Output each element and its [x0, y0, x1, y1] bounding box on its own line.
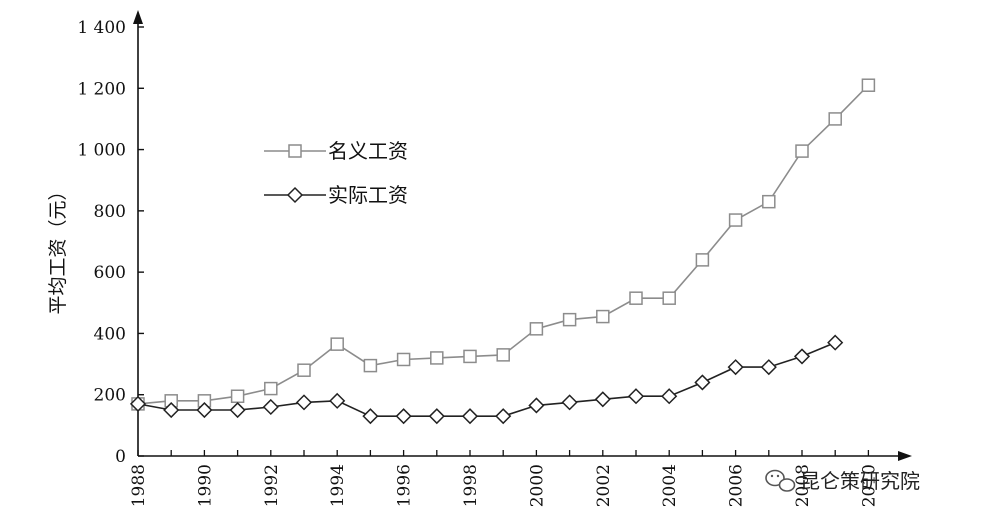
data-point	[795, 144, 809, 158]
y-axis-arrow	[133, 10, 143, 24]
data-point	[728, 213, 743, 227]
x-tick-label: 2008	[793, 464, 813, 507]
y-tick-label: 400	[94, 324, 126, 344]
data-point	[727, 359, 744, 376]
data-point	[793, 348, 811, 365]
legend-entry-real: 实际工资	[264, 183, 408, 207]
data-point	[529, 322, 544, 336]
watermark: 昆仑策研究院	[765, 469, 920, 493]
series-line	[137, 341, 836, 418]
data-point	[395, 408, 412, 425]
data-point	[430, 351, 444, 365]
data-point	[295, 394, 313, 411]
legend: 名义工资 实际工资	[264, 139, 408, 207]
data-point	[362, 408, 379, 425]
data-point	[396, 352, 411, 367]
x-tick-label: 2010	[859, 464, 879, 507]
data-point	[428, 408, 445, 425]
wechat-icon	[765, 469, 796, 492]
legend-entry-nominal: 名义工资	[264, 139, 408, 163]
data-point	[461, 408, 479, 425]
data-point	[828, 112, 842, 126]
data-point	[329, 392, 346, 409]
data-point	[695, 253, 710, 267]
legend-marker-nominal	[288, 144, 302, 158]
data-point	[528, 397, 545, 414]
x-tick-label: 2004	[660, 464, 680, 507]
data-point	[827, 334, 844, 351]
y-tick-label: 800	[94, 202, 126, 222]
data-point	[561, 394, 578, 411]
data-point	[496, 348, 510, 362]
data-point	[596, 309, 610, 324]
legend-marker-real	[286, 186, 304, 204]
y-tick-label: 600	[94, 263, 126, 283]
data-point	[297, 363, 311, 377]
data-point	[762, 194, 776, 209]
x-axis-arrow	[898, 451, 912, 461]
data-point	[129, 395, 147, 412]
x-tick-label: 1988	[129, 464, 149, 507]
y-tick-labels: 0 200 400 600 800 1 000 1 200 1 400	[77, 18, 126, 467]
x-tick-label: 1990	[195, 464, 215, 507]
x-tick-label: 2002	[594, 464, 614, 507]
data-point	[196, 401, 213, 419]
x-tick-label: 1992	[262, 464, 282, 507]
x-tick-label: 1998	[461, 464, 481, 507]
data-point	[330, 337, 344, 351]
x-tick-label: 1996	[395, 464, 415, 507]
data-point	[627, 388, 645, 405]
y-tick-label: 1 200	[77, 79, 126, 99]
x-tick-label: 1994	[328, 464, 348, 507]
x-tick-label: 2006	[727, 464, 747, 507]
y-tick-label: 1 400	[77, 18, 126, 38]
data-point	[594, 391, 611, 408]
data-point	[163, 401, 180, 419]
data-point	[694, 374, 711, 391]
data-point	[661, 388, 678, 405]
y-tick-label: 200	[94, 386, 126, 406]
series-lines	[129, 78, 876, 425]
data-point	[629, 291, 643, 305]
data-point	[760, 359, 777, 376]
data-point	[230, 389, 245, 403]
x-tick-label: 2000	[527, 464, 547, 507]
data-point	[264, 381, 278, 396]
data-point	[662, 291, 676, 305]
data-point	[463, 349, 477, 364]
data-point	[562, 312, 577, 327]
y-tick-label: 1 000	[77, 141, 126, 161]
data-point	[229, 401, 246, 419]
data-point	[495, 408, 512, 425]
data-point	[861, 78, 876, 92]
x-tick-labels: 1988 1990 1992 1994 1996 1998 2000 2002 2004 2006…	[129, 464, 879, 507]
chart-axes	[133, 10, 912, 461]
series-nominal	[131, 78, 876, 411]
legend-label-real: 实际工资	[328, 183, 408, 207]
data-point	[363, 358, 378, 373]
legend-label-nominal: 名义工资	[328, 139, 408, 163]
series-real	[129, 334, 844, 425]
data-point	[262, 398, 279, 416]
watermark-text: 昆仑策研究院	[800, 469, 920, 493]
y-axis-title: 平均工资（元）	[47, 181, 69, 314]
y-tick-label: 0	[115, 447, 126, 467]
